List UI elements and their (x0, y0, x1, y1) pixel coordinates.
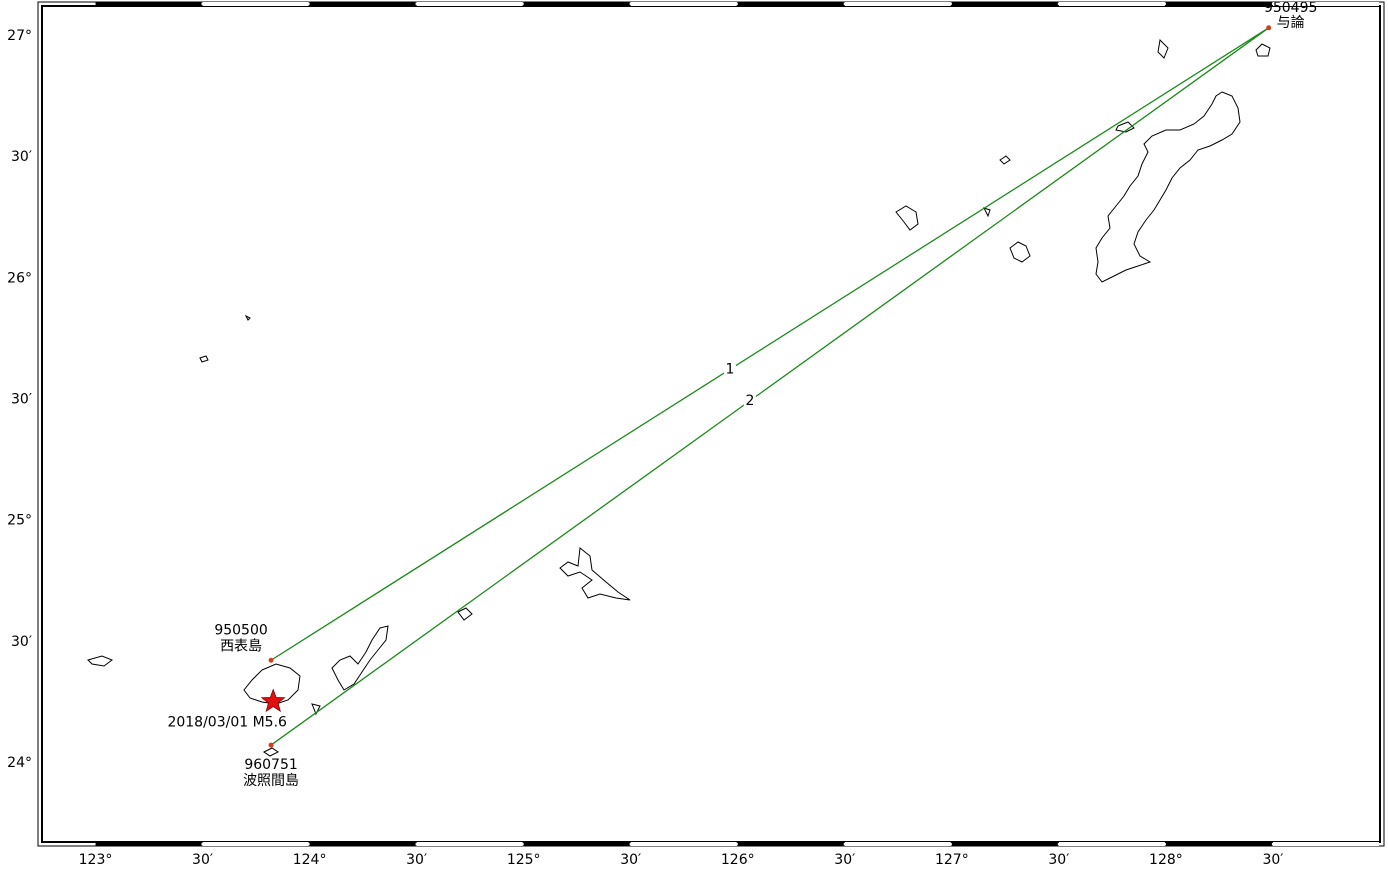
x-axis-labels: 123° 30′ 124° 30′ 125° 30′ 126° 30′ 127° 30′ 128° 3… (79, 852, 1284, 868)
frame-tick-bottom (523, 842, 630, 846)
frame-tick-top (1165, 2, 1272, 6)
ishigaki-island-coast (331, 625, 389, 691)
frame-tick-top (416, 2, 523, 6)
frame-tick-top (951, 2, 1058, 6)
frame-tick-bottom (844, 842, 951, 846)
frame-tick-top (844, 2, 951, 6)
station-id-label: 960751 (244, 757, 297, 773)
station-id-label: 950495 (1264, 0, 1317, 16)
kerama-islands-coast (1009, 241, 1031, 263)
aguni-island-coast (999, 155, 1011, 165)
epicenter-star-icon (260, 688, 286, 713)
frame-tick-top (95, 2, 202, 6)
frame-tick-bottom (630, 842, 737, 846)
hateruma-island-coast (263, 747, 279, 757)
frame-tick-top (523, 2, 630, 6)
frame-tick-top (309, 2, 416, 6)
y-tick-label: 24° (7, 755, 32, 771)
frame-tick-bottom (202, 842, 309, 846)
baseline-label-bg (723, 359, 736, 376)
baseline-label-1: 1 (726, 361, 735, 377)
kohama-island-coast (311, 703, 321, 716)
frame-tick-bottom (309, 842, 416, 846)
baseline-label-2: 2 (745, 393, 754, 409)
frame-tick-bottom (95, 842, 202, 846)
y-tick-label: 30′ (11, 392, 32, 408)
frame-tick-top (202, 2, 309, 6)
station-name-label: 西表島 (220, 638, 262, 654)
y-tick-label: 25° (7, 513, 32, 529)
y-tick-label: 27° (7, 28, 32, 44)
x-tick-label: 30′ (1048, 852, 1069, 868)
iheya-island-coast (1115, 121, 1135, 133)
miyako-island-coast (559, 547, 631, 601)
frame-tick-top (737, 2, 844, 6)
tarama-island-coast (457, 607, 473, 621)
station-id-label: 950500 (214, 622, 267, 638)
y-tick-label: 26° (7, 270, 32, 286)
baseline-label-bg (743, 390, 756, 407)
station-name-label: 波照間島 (243, 773, 299, 789)
frame-tick-bottom (951, 842, 1058, 846)
x-tick-label: 30′ (192, 852, 213, 868)
frame-tick-bottom (1058, 842, 1165, 846)
tonaki-island-coast (983, 207, 991, 218)
senkaku-island-coast (199, 355, 209, 363)
x-tick-label: 125° (507, 852, 541, 868)
baseline-group: 12 (270, 27, 1270, 746)
frame-tick-bottom (416, 842, 523, 846)
x-tick-label: 124° (293, 852, 327, 868)
epicenter-label: 2018/03/01 M5.6 (167, 714, 287, 730)
yoron-island-coast (1255, 43, 1271, 57)
y-tick-label: 30′ (11, 634, 32, 650)
x-tick-label: 127° (935, 852, 969, 868)
station-name-label: 与論 (1277, 15, 1305, 31)
frame-tick-bottom (737, 842, 844, 846)
x-tick-label: 30′ (834, 852, 855, 868)
frame-tick-bottom (1165, 842, 1272, 846)
yonaguni-island-coast (87, 655, 114, 667)
iriomote-island-coast (243, 663, 301, 705)
x-tick-label: 30′ (620, 852, 641, 868)
coastlines (87, 38, 1271, 757)
y-axis-labels: 27° 30′ 26° 30′ 25° 30′ 24° (7, 28, 32, 771)
frame-tick-bottom (1272, 842, 1379, 846)
x-tick-label: 30′ (406, 852, 427, 868)
epicenter-group: 2018/03/01 M5.6 (167, 688, 287, 730)
frame-tick-top (630, 2, 737, 6)
station-marker-960751 (268, 742, 274, 748)
baseline-2 (270, 27, 1270, 746)
x-tick-label: 126° (721, 852, 755, 868)
station-marker-950495 (1266, 25, 1272, 31)
kuba-island-coast (244, 314, 251, 321)
kumejima-coast (895, 205, 919, 231)
frame-tick-top (1272, 2, 1379, 6)
station-marker-950500 (268, 657, 274, 663)
frame-tick-top (1058, 2, 1165, 6)
x-tick-label: 30′ (1262, 852, 1283, 868)
frame-ticks (95, 2, 1379, 846)
x-tick-label: 128° (1149, 852, 1183, 868)
izena-island-coast (1157, 38, 1169, 59)
baseline-1 (270, 27, 1270, 661)
y-tick-label: 30′ (11, 149, 32, 165)
okinawa-island-coast (1095, 91, 1241, 283)
x-tick-label: 123° (79, 852, 113, 868)
